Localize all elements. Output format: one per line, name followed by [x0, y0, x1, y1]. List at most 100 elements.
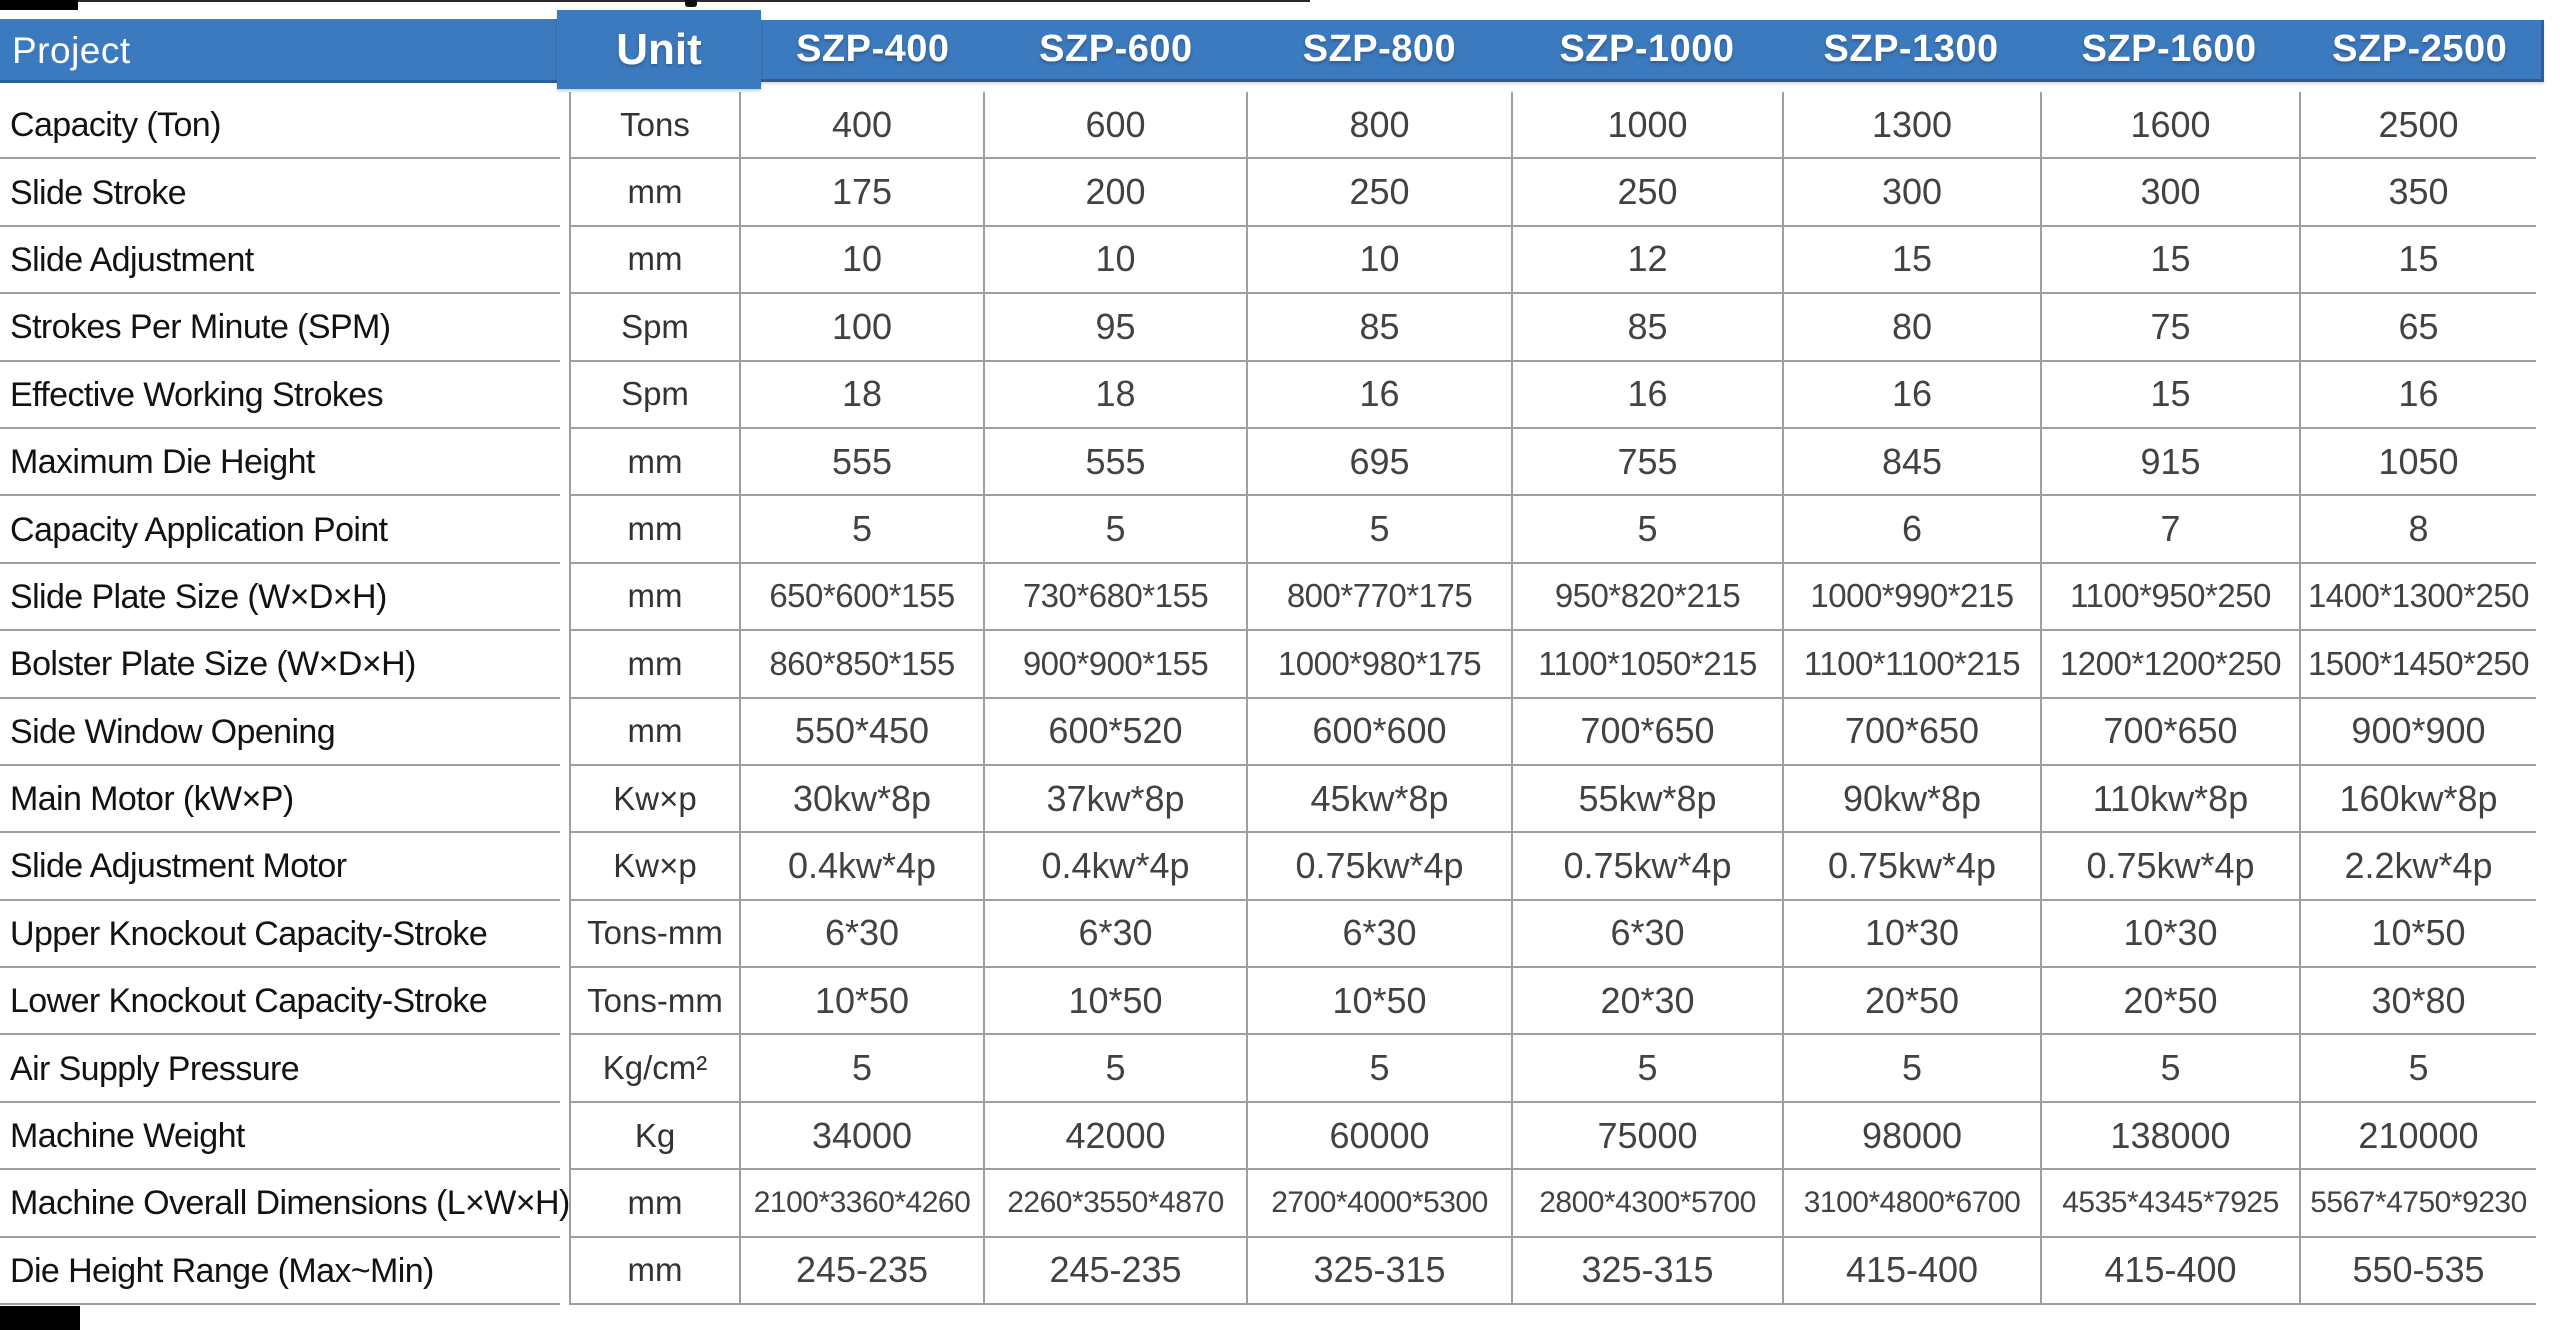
table-header-project-bar: Project — [0, 19, 562, 83]
table-row: Bolster Plate Size (W×D×H) mm 860*850*155 9… — [0, 631, 2536, 699]
value-cell: 10*50 — [741, 968, 985, 1036]
value-cell: 415-400 — [1784, 1237, 2042, 1306]
value-cell: 12 — [1513, 226, 1784, 295]
value-cell: 138000 — [2042, 1102, 2301, 1171]
row-label-cell: Main Motor (kW×P) — [0, 765, 571, 834]
value-cell: 5 — [2042, 1035, 2301, 1103]
value-cell: 250 — [1248, 159, 1513, 227]
table-header-models-bar: SZP-400 SZP-600 SZP-800 SZP-1000 SZP-1300 SZP… — [761, 20, 2544, 82]
table-row: Slide Stroke mm 175 200 250 250 300 300 350 — [0, 159, 2536, 228]
value-cell: 100 — [741, 294, 985, 362]
value-cell: 75000 — [1513, 1102, 1784, 1171]
value-cell: 5 — [1248, 496, 1513, 564]
row-label-cell: Side Window Opening — [0, 698, 571, 767]
row-unit-cell: mm — [571, 1237, 741, 1306]
value-cell: 2800*4300*5700 — [1513, 1170, 1784, 1238]
row-label-cell: Air Supply Pressure — [0, 1035, 571, 1104]
value-cell: 300 — [2042, 159, 2301, 227]
table-row: Upper Knockout Capacity-Stroke Tons-mm 6*3… — [0, 900, 2536, 969]
value-cell: 8 — [2301, 496, 2536, 564]
value-cell: 700*650 — [2042, 698, 2301, 766]
value-cell: 550-535 — [2301, 1238, 2536, 1306]
value-cell: 5 — [1513, 496, 1784, 564]
value-cell: 60000 — [1248, 1102, 1513, 1171]
value-cell: 30kw*8p — [741, 765, 985, 834]
row-label-cell: Die Height Range (Max~Min) — [0, 1237, 571, 1306]
value-cell: 18 — [741, 361, 985, 429]
value-cell: 4535*4345*7925 — [2042, 1170, 2301, 1238]
value-cell: 1000*990*215 — [1784, 563, 2042, 632]
value-cell: 6*30 — [741, 900, 985, 969]
row-label-cell: Slide Plate Size (W×D×H) — [0, 563, 571, 632]
value-cell: 85 — [1248, 294, 1513, 362]
value-cell: 5 — [985, 1035, 1248, 1103]
value-cell: 37kw*8p — [985, 765, 1248, 834]
value-cell: 16 — [2301, 362, 2536, 429]
value-cell: 5 — [741, 496, 985, 564]
project-header-label: Project — [12, 30, 131, 71]
table-row: Machine Weight Kg 34000 42000 60000 75000 9800… — [0, 1102, 2536, 1171]
table-header-unit-box: Unit — [557, 10, 761, 89]
table-row: Lower Knockout Capacity-Stroke Tons-mm 10*… — [0, 968, 2536, 1036]
row-label-cell: Slide Adjustment — [0, 226, 571, 295]
row-unit-cell: mm — [571, 159, 741, 227]
value-cell: 800 — [1248, 92, 1513, 160]
value-cell: 10*30 — [2042, 900, 2301, 969]
value-cell: 16 — [1513, 361, 1784, 429]
table-row: Machine Overall Dimensions (L×W×H) mm 2100… — [0, 1170, 2536, 1239]
value-cell: 6*30 — [1513, 900, 1784, 969]
row-unit-cell: mm — [571, 631, 741, 699]
value-cell: 15 — [2301, 227, 2536, 295]
value-cell: 5 — [1784, 1035, 2042, 1103]
value-cell: 18 — [985, 361, 1248, 429]
table-row: Capacity (Ton) Tons 400 600 800 1000 1300 1600 2… — [0, 92, 2536, 160]
value-cell: 7 — [2042, 496, 2301, 564]
row-label-cell: Slide Stroke — [0, 159, 571, 228]
value-cell: 20*50 — [2042, 968, 2301, 1036]
row-label-cell: Maximum Die Height — [0, 428, 571, 497]
unit-header-label: Unit — [616, 24, 702, 74]
value-cell: 900*900*155 — [985, 631, 1248, 699]
value-cell: 950*820*215 — [1513, 563, 1784, 632]
value-cell: 2260*3550*4870 — [985, 1170, 1248, 1238]
value-cell: 20*30 — [1513, 968, 1784, 1036]
value-cell: 210000 — [2301, 1103, 2536, 1171]
table-row: Side Window Opening mm 550*450 600*520 600*6… — [0, 698, 2536, 767]
value-cell: 400 — [741, 92, 985, 160]
value-cell: 200 — [985, 159, 1248, 227]
row-unit-cell: Kg/cm² — [571, 1035, 741, 1103]
value-cell: 15 — [2042, 361, 2301, 429]
model-header-szp-1300: SZP-1300 — [1823, 28, 1999, 70]
value-cell: 160kw*8p — [2301, 766, 2536, 834]
row-unit-cell: Kw×p — [571, 765, 741, 834]
value-cell: 5 — [2301, 1035, 2536, 1103]
model-header-szp-1600: SZP-1600 — [2081, 28, 2257, 70]
row-unit-cell: mm — [571, 563, 741, 632]
top-edge-line — [0, 0, 1310, 2]
value-cell: 245-235 — [985, 1237, 1248, 1306]
value-cell: 10 — [1248, 226, 1513, 295]
value-cell: 34000 — [741, 1102, 985, 1171]
value-cell: 555 — [985, 428, 1248, 497]
value-cell: 0.75kw*4p — [2042, 833, 2301, 901]
model-header-szp-2500: SZP-2500 — [2332, 28, 2508, 70]
value-cell: 6 — [1784, 496, 2042, 564]
value-cell: 1300 — [1784, 92, 2042, 160]
value-cell: 90kw*8p — [1784, 765, 2042, 834]
value-cell: 1050 — [2301, 429, 2536, 497]
value-cell: 730*680*155 — [985, 563, 1248, 632]
value-cell: 695 — [1248, 428, 1513, 497]
table-row: Slide Adjustment Motor Kw×p 0.4kw*4p 0.4kw*… — [0, 833, 2536, 902]
value-cell: 5567*4750*9230 — [2301, 1170, 2536, 1238]
value-cell: 0.4kw*4p — [741, 833, 985, 901]
value-cell: 75 — [2042, 294, 2301, 362]
value-cell: 900*900 — [2301, 699, 2536, 766]
value-cell: 5 — [741, 1035, 985, 1103]
value-cell: 325-315 — [1248, 1237, 1513, 1306]
value-cell: 85 — [1513, 294, 1784, 362]
value-cell: 600*600 — [1248, 698, 1513, 766]
value-cell: 800*770*175 — [1248, 563, 1513, 632]
row-unit-cell: Spm — [571, 294, 741, 362]
row-label-cell: Capacity Application Point — [0, 496, 571, 565]
